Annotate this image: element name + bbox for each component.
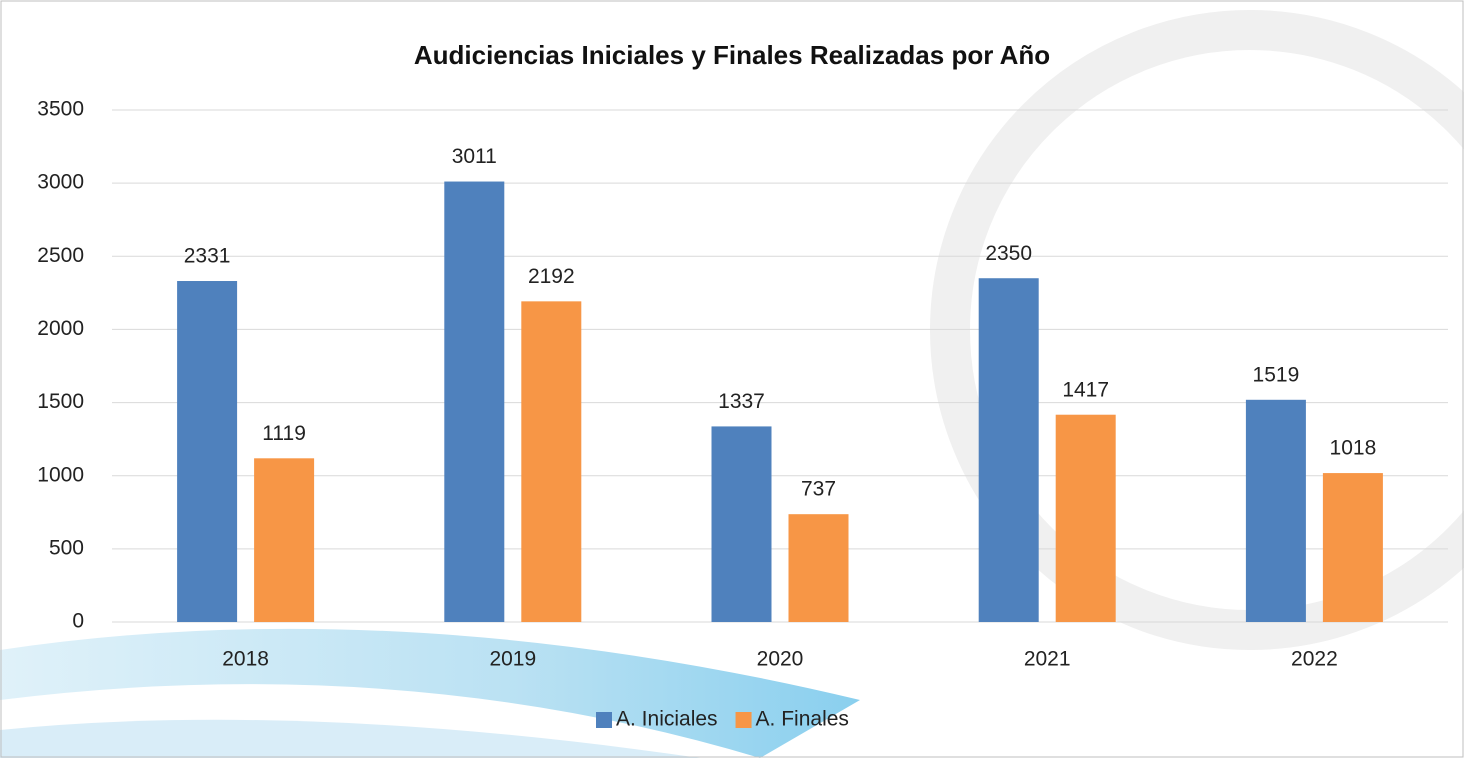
data-label: 2331 [184, 245, 231, 268]
y-tick-label: 0 [72, 610, 84, 633]
x-tick-label: 2021 [1024, 648, 1071, 671]
bar [521, 301, 581, 622]
bar [712, 426, 772, 622]
data-label: 1018 [1330, 437, 1377, 460]
x-tick-label: 2019 [489, 648, 536, 671]
y-tick-label: 2500 [37, 244, 84, 267]
data-label: 1119 [262, 422, 306, 445]
bar [254, 458, 314, 622]
y-tick-label: 3500 [37, 98, 84, 121]
data-label: 737 [801, 478, 836, 501]
y-tick-label: 500 [49, 536, 84, 559]
chart-title: Audiciencias Iniciales y Finales Realiza… [414, 40, 1050, 70]
legend-label: A. Finales [756, 708, 849, 731]
chart: Audiciencias Iniciales y Finales Realiza… [0, 0, 1464, 758]
bar [444, 182, 504, 622]
data-label: 1519 [1253, 363, 1300, 386]
y-tick-label: 2000 [37, 317, 84, 340]
y-tick-label: 1000 [37, 463, 84, 486]
bar [177, 281, 237, 622]
bar [1246, 400, 1306, 622]
data-label: 3011 [452, 145, 497, 168]
data-label: 1417 [1062, 378, 1109, 401]
bar [1323, 473, 1383, 622]
x-tick-label: 2018 [222, 648, 269, 671]
data-label: 2350 [985, 242, 1032, 265]
bar [979, 278, 1039, 622]
y-tick-label: 1500 [37, 390, 84, 413]
data-label: 2192 [528, 265, 575, 288]
legend-label: A. Iniciales [616, 708, 718, 731]
legend-swatch [736, 712, 752, 728]
bar [1056, 415, 1116, 622]
y-tick-label: 3000 [37, 171, 84, 194]
x-tick-label: 2020 [757, 648, 804, 671]
bar [789, 514, 849, 622]
x-tick-label: 2022 [1291, 648, 1338, 671]
data-label: 1337 [718, 390, 765, 413]
legend-swatch [596, 712, 612, 728]
